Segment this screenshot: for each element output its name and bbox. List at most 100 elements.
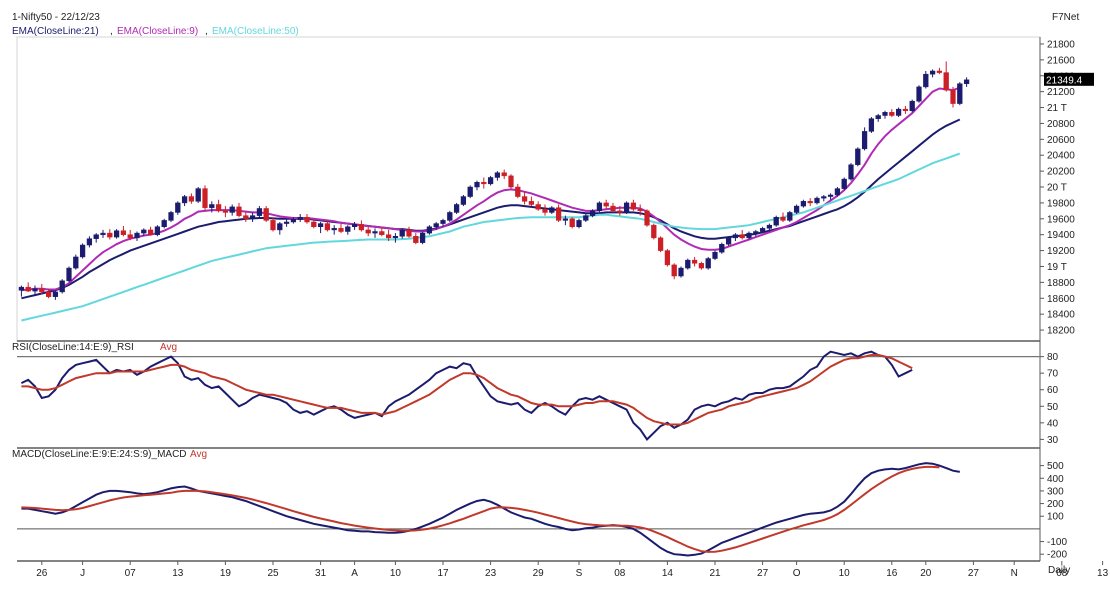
candle <box>134 231 140 242</box>
candle-body <box>521 196 528 202</box>
candle-body <box>583 215 589 221</box>
price-tick-label: 21800 <box>1047 39 1075 50</box>
price-tick-label: 19600 <box>1047 214 1075 225</box>
candle <box>562 215 569 226</box>
candle-body <box>617 210 623 213</box>
frequency-label: Daily <box>1048 565 1070 576</box>
candle <box>773 215 779 227</box>
candle <box>651 223 657 240</box>
candle-body <box>855 148 861 166</box>
candle <box>25 282 31 292</box>
candle-body <box>154 226 161 235</box>
candle <box>868 117 875 133</box>
candle <box>508 174 514 189</box>
price-tick-label: 18200 <box>1047 326 1075 337</box>
price-tick-label: 18400 <box>1047 310 1075 321</box>
candle-body <box>311 221 317 227</box>
candle <box>664 248 671 267</box>
candle-body <box>86 238 93 246</box>
candle <box>576 218 582 229</box>
price-tick-label: 20 T <box>1047 183 1067 194</box>
candle-body <box>433 223 439 227</box>
candle-body <box>963 79 970 84</box>
candle-body <box>365 229 371 234</box>
candle <box>834 187 841 197</box>
candle-body <box>630 202 637 210</box>
x-tick-label: 23 <box>485 568 497 579</box>
price-series <box>21 86 961 322</box>
legend-sep-1: , <box>110 26 113 37</box>
candle-body <box>426 226 433 234</box>
candle <box>623 201 630 215</box>
candle <box>732 233 739 242</box>
candle-body <box>392 236 399 239</box>
candle <box>460 194 467 207</box>
candle-body <box>834 188 841 196</box>
candle <box>45 288 52 299</box>
rsi-series-line-1 <box>21 354 913 426</box>
candle-body <box>181 196 188 204</box>
candle <box>345 225 351 235</box>
macd-tick-label: 300 <box>1047 486 1064 497</box>
candle <box>528 196 535 207</box>
candle-body <box>528 201 535 205</box>
candle-body <box>569 218 575 227</box>
candle <box>365 226 371 237</box>
macd-tick-label: -200 <box>1047 550 1067 561</box>
price-tick-label: 19800 <box>1047 198 1075 209</box>
price-panel-frame <box>16 36 1041 342</box>
candle-body <box>494 172 501 178</box>
macd-tick-label: 500 <box>1047 461 1064 472</box>
candle-body <box>732 234 739 239</box>
candle <box>630 199 637 211</box>
candle-body <box>256 208 263 216</box>
candle <box>780 212 786 222</box>
candle-body <box>358 224 365 231</box>
legend-ema50: EMA(CloseLine:50) <box>212 26 299 37</box>
candle-body <box>297 216 303 220</box>
candle <box>59 279 65 294</box>
rsi-tick-label: 80 <box>1047 352 1059 363</box>
candle <box>93 233 99 243</box>
candle <box>188 193 195 204</box>
candle <box>147 226 154 236</box>
candle <box>270 217 276 232</box>
price-tick-label: 19400 <box>1047 230 1075 241</box>
candle-body <box>889 112 895 116</box>
candle <box>447 210 453 222</box>
candle-body <box>753 231 759 234</box>
x-tick-label: S <box>576 568 583 579</box>
price-series-line-0 <box>21 118 961 300</box>
x-tick-label: 14 <box>662 568 674 579</box>
candle-body <box>807 201 813 204</box>
candle-body <box>195 188 201 202</box>
candle <box>32 285 38 296</box>
candle <box>474 180 480 191</box>
candle-body <box>222 210 229 213</box>
candle <box>739 229 745 240</box>
candle-body <box>372 231 378 234</box>
candle-body <box>535 204 541 210</box>
candle <box>929 69 936 78</box>
candle-body <box>460 196 467 205</box>
candle <box>603 199 609 210</box>
candle-body <box>249 215 256 220</box>
price-tick-label: 21600 <box>1047 55 1075 66</box>
candle <box>392 233 399 243</box>
price-series-line-2 <box>21 152 961 322</box>
candle <box>902 105 909 114</box>
candle <box>351 221 358 230</box>
candle-body <box>691 259 698 264</box>
candle <box>331 225 337 235</box>
candle <box>841 177 847 191</box>
candle-body <box>474 181 480 188</box>
candle-body <box>542 209 548 213</box>
candle <box>487 175 494 186</box>
candle-body <box>467 186 473 197</box>
candle-body <box>841 178 847 189</box>
candle-body <box>780 216 786 221</box>
candle-body <box>66 267 72 282</box>
x-tick-label: 08 <box>614 568 626 579</box>
candle-body <box>882 112 888 116</box>
